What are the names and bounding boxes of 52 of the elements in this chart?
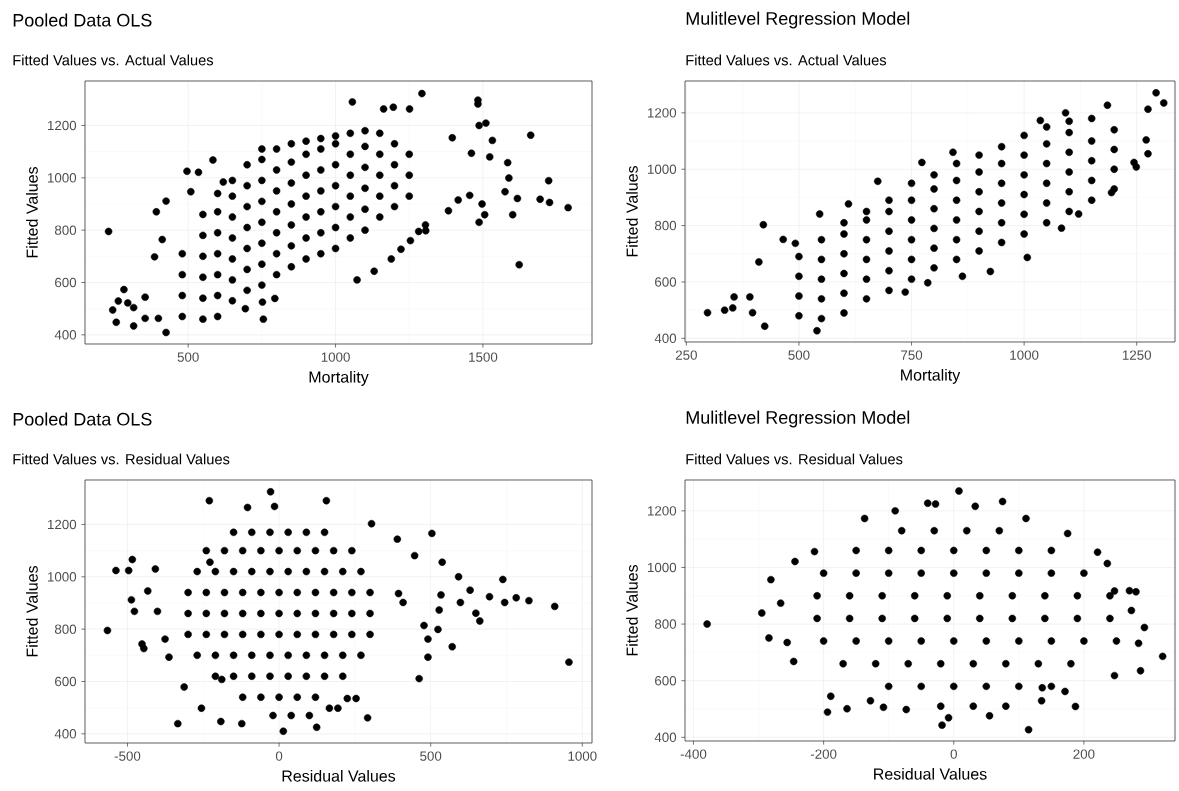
- chart-subtitle: Fitted Values vs. Residual Values: [686, 453, 903, 465]
- y-tick-label: 800: [54, 225, 77, 235]
- x-tick-label: 1250: [1122, 350, 1152, 360]
- x-tick-label: 500: [788, 350, 810, 360]
- x-tick-label: 200: [1073, 749, 1095, 759]
- chart-title: Mulitlevel Regression Model: [686, 410, 910, 428]
- chart-title: Mulitlevel Regression Model: [686, 11, 910, 29]
- y-tick-label: 1200: [647, 506, 677, 516]
- chart-title: Pooled Data OLS: [13, 13, 152, 27]
- x-tick-label: 0: [275, 751, 283, 761]
- y-tick-label: 1200: [47, 519, 77, 530]
- x-tick-label: -200: [810, 749, 837, 759]
- y-tick-label: 1000: [647, 562, 677, 573]
- y-tick-label: 800: [654, 220, 677, 231]
- chart-title: Pooled Data OLS: [13, 412, 152, 426]
- x-tick-label: 250: [675, 350, 697, 360]
- y-tick-label: 400: [54, 729, 77, 739]
- y-tick-label: 400: [54, 330, 77, 340]
- x-tick-label: 1000: [568, 751, 597, 761]
- y-tick-label: 1200: [647, 108, 677, 118]
- x-tick-label: 1500: [469, 352, 498, 362]
- y-tick-label: 1000: [647, 164, 677, 174]
- y-axis-title: Fitted Values: [626, 165, 638, 257]
- y-tick-label: 600: [655, 675, 677, 686]
- chart-subtitle: Fitted Values vs. Actual Values: [686, 54, 887, 66]
- y-tick-label: 600: [55, 676, 77, 687]
- y-axis-title: Fitted Values: [26, 565, 38, 657]
- x-axis-title: Residual Values: [282, 769, 396, 782]
- y-tick-label: 1200: [47, 120, 77, 131]
- x-tick-label: 500: [420, 751, 442, 761]
- x-tick-label: -400: [680, 749, 707, 759]
- y-tick-label: 1000: [47, 572, 77, 582]
- y-tick-label: 800: [654, 619, 677, 629]
- x-tick-label: 500: [177, 352, 199, 362]
- y-tick-label: 400: [654, 732, 677, 743]
- x-tick-label: 1000: [321, 352, 350, 362]
- y-axis-title: Fitted Values: [626, 564, 638, 656]
- x-tick-label: 0: [950, 749, 957, 759]
- x-axis-title: Mortality: [901, 368, 961, 384]
- y-tick-label: 600: [55, 277, 77, 288]
- y-tick-label: 1000: [47, 173, 77, 183]
- chart-subtitle: Fitted Values vs. Residual Values: [13, 453, 230, 465]
- y-tick-label: 800: [54, 624, 77, 634]
- x-tick-label: 750: [901, 350, 923, 360]
- x-axis-title: Mortality: [309, 370, 369, 386]
- y-tick-label: 600: [655, 277, 677, 287]
- chart-subtitle: Fitted Values vs. Actual Values: [13, 54, 214, 66]
- x-tick-label: 1000: [1010, 350, 1039, 360]
- x-axis-title: Residual Values: [874, 767, 987, 780]
- x-tick-label: -500: [114, 751, 141, 761]
- y-axis-title: Fitted Values: [26, 166, 38, 258]
- y-tick-label: 400: [654, 333, 677, 344]
